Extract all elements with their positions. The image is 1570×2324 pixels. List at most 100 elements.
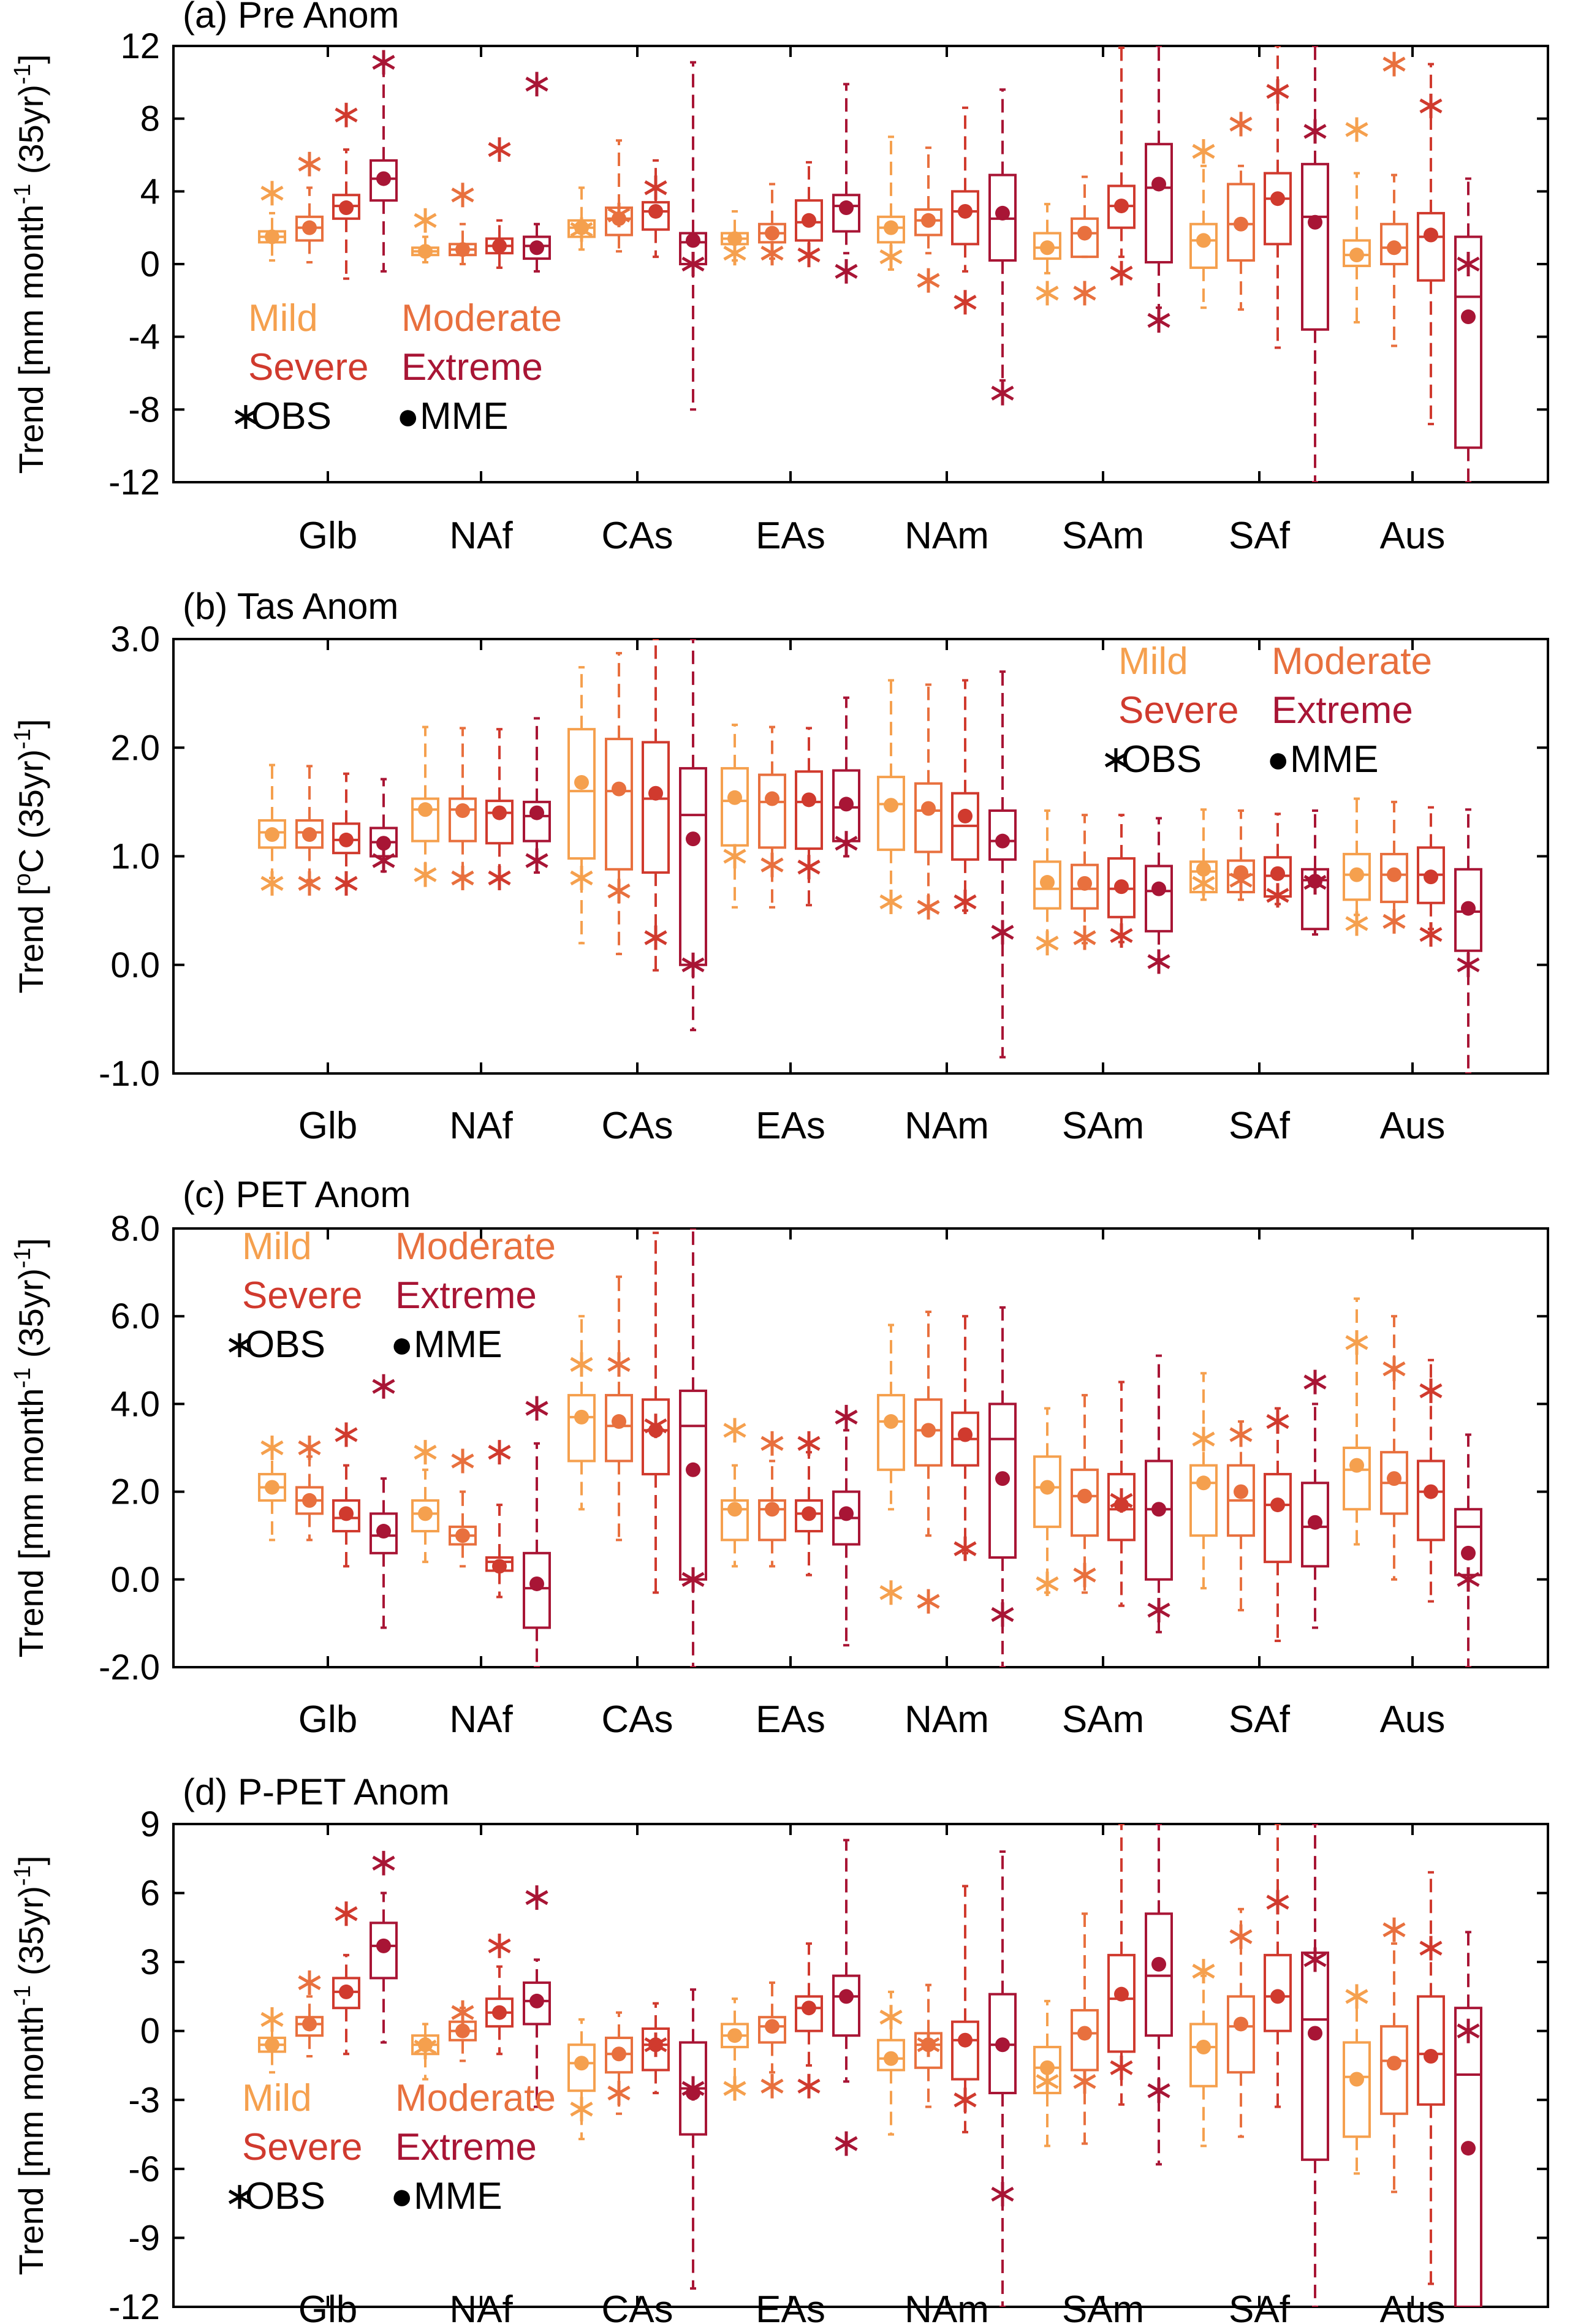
obs-asterisk-stroke bbox=[1036, 1576, 1059, 1592]
box-mild-aus bbox=[1343, 1297, 1371, 1546]
y-tick-label: 0 bbox=[140, 2012, 160, 2051]
obs-asterisk bbox=[335, 102, 358, 127]
obs-asterisk bbox=[1382, 1357, 1406, 1382]
box-severe-sam bbox=[1107, 1380, 1136, 1607]
obs-asterisk bbox=[1266, 1409, 1289, 1434]
box-iqr bbox=[332, 822, 360, 855]
obs-asterisk-stroke bbox=[797, 1436, 821, 1452]
box-iqr bbox=[1071, 217, 1099, 259]
plot-marks bbox=[258, 639, 1482, 1073]
y-axis-label-part: ] bbox=[12, 55, 50, 64]
obs-asterisk-stroke bbox=[991, 385, 1014, 401]
legend-severe: Severe bbox=[242, 1274, 362, 1317]
obs-asterisk bbox=[451, 865, 474, 890]
obs-asterisk-stroke bbox=[451, 870, 474, 886]
legend-obs: OBS bbox=[245, 1323, 325, 1366]
box-mild-eas bbox=[721, 1997, 749, 2101]
y-axis-label-part: ] bbox=[12, 1856, 50, 1866]
box-iqr bbox=[877, 1394, 905, 1471]
box-iqr bbox=[567, 2043, 596, 2092]
box-severe-sam bbox=[1107, 1824, 1136, 2106]
obs-asterisk-stroke bbox=[723, 849, 746, 864]
obs-asterisk-stroke bbox=[1110, 265, 1133, 281]
obs-asterisk bbox=[760, 241, 784, 266]
obs-asterisk bbox=[1266, 883, 1289, 908]
box-extreme-saf bbox=[1301, 46, 1329, 482]
obs-asterisk-stroke bbox=[298, 156, 321, 172]
legend-mme-marker: ● bbox=[396, 395, 419, 437]
y-tick-label: -9 bbox=[128, 2218, 160, 2258]
box-iqr bbox=[1454, 1508, 1482, 1576]
obs-asterisk-stroke bbox=[607, 2085, 631, 2101]
category-label-glb: Glb bbox=[298, 1105, 357, 1147]
box-iqr bbox=[679, 1389, 707, 1581]
y-axis-label-superscript: -1 bbox=[10, 1368, 36, 1388]
y-tick-label: 0 bbox=[140, 244, 160, 284]
obs-asterisk bbox=[879, 889, 903, 914]
mme-dot bbox=[1040, 240, 1055, 255]
mme-dot bbox=[265, 1480, 279, 1495]
box-moderate-sam bbox=[1071, 1394, 1099, 1594]
box-severe-cas bbox=[642, 1232, 670, 1594]
box-extreme-sam bbox=[1145, 817, 1173, 974]
obs-asterisk bbox=[1073, 281, 1096, 306]
mme-dot bbox=[958, 808, 973, 823]
obs-asterisk bbox=[260, 2007, 284, 2032]
category-label-aus: Aus bbox=[1380, 2288, 1446, 2324]
mme-dot bbox=[1077, 225, 1092, 241]
obs-asterisk bbox=[451, 183, 474, 208]
obs-asterisk bbox=[488, 1933, 511, 1958]
box-mild-glb bbox=[258, 1436, 286, 1542]
obs-asterisk-stroke bbox=[760, 857, 784, 872]
obs-asterisk bbox=[372, 50, 395, 75]
mme-dot bbox=[686, 1462, 700, 1477]
box-extreme-naf bbox=[523, 1396, 551, 1667]
box-iqr bbox=[1301, 1482, 1329, 1568]
obs-asterisk bbox=[681, 1567, 705, 1592]
mme-dot bbox=[376, 1938, 391, 1953]
y-tick-label: 1.0 bbox=[110, 837, 160, 877]
mme-dot bbox=[339, 1506, 354, 1521]
box-mild-saf bbox=[1189, 1372, 1218, 1590]
box-iqr bbox=[411, 1499, 439, 1533]
obs-asterisk-stroke bbox=[1229, 872, 1253, 888]
obs-asterisk bbox=[835, 259, 858, 284]
mme-dot bbox=[802, 2000, 816, 2016]
y-tick-label: -12 bbox=[108, 2287, 160, 2324]
mme-dot bbox=[1349, 867, 1364, 882]
box-iqr bbox=[1454, 2007, 1482, 2307]
mme-dot bbox=[958, 1427, 973, 1442]
obs-asterisk bbox=[1073, 1562, 1096, 1588]
obs-asterisk bbox=[607, 879, 631, 904]
box-iqr bbox=[1145, 143, 1173, 264]
obs-asterisk bbox=[335, 1901, 358, 1926]
box-iqr bbox=[914, 782, 942, 854]
mme-dot bbox=[302, 2016, 317, 2032]
y-axis-label-part: Trend [mm month bbox=[12, 205, 50, 474]
box-moderate-naf bbox=[449, 727, 477, 890]
obs-asterisk bbox=[335, 871, 358, 896]
category-label-saf: SAf bbox=[1229, 1698, 1291, 1741]
legend: Mild Moderate Severe Extreme ∗OBS ● MME bbox=[224, 2077, 556, 2217]
mme-dot bbox=[1387, 867, 1401, 882]
mme-dot bbox=[574, 2056, 589, 2071]
box-severe-cas bbox=[642, 639, 670, 972]
obs-asterisk-stroke bbox=[917, 273, 940, 288]
mme-dot bbox=[339, 200, 354, 216]
obs-asterisk-stroke bbox=[1345, 1989, 1368, 2004]
obs-asterisk bbox=[917, 2032, 940, 2057]
box-iqr bbox=[1343, 1447, 1371, 1511]
obs-asterisk-stroke bbox=[260, 876, 284, 891]
mme-dot bbox=[727, 2028, 742, 2043]
box-mild-eas bbox=[721, 724, 749, 909]
box-iqr bbox=[1301, 868, 1329, 931]
legend-obs: OBS bbox=[245, 2175, 325, 2217]
obs-asterisk bbox=[1192, 1959, 1215, 1984]
box-severe-aus bbox=[1417, 1871, 1445, 2285]
box-mild-sam bbox=[1033, 1999, 1061, 2148]
mme-dot bbox=[529, 1993, 544, 2008]
box-iqr bbox=[795, 1995, 823, 2032]
box-moderate-eas bbox=[758, 1981, 786, 2099]
box-iqr bbox=[1380, 2025, 1408, 2115]
y-axis-label-part: Trend [mm month bbox=[12, 2006, 50, 2276]
